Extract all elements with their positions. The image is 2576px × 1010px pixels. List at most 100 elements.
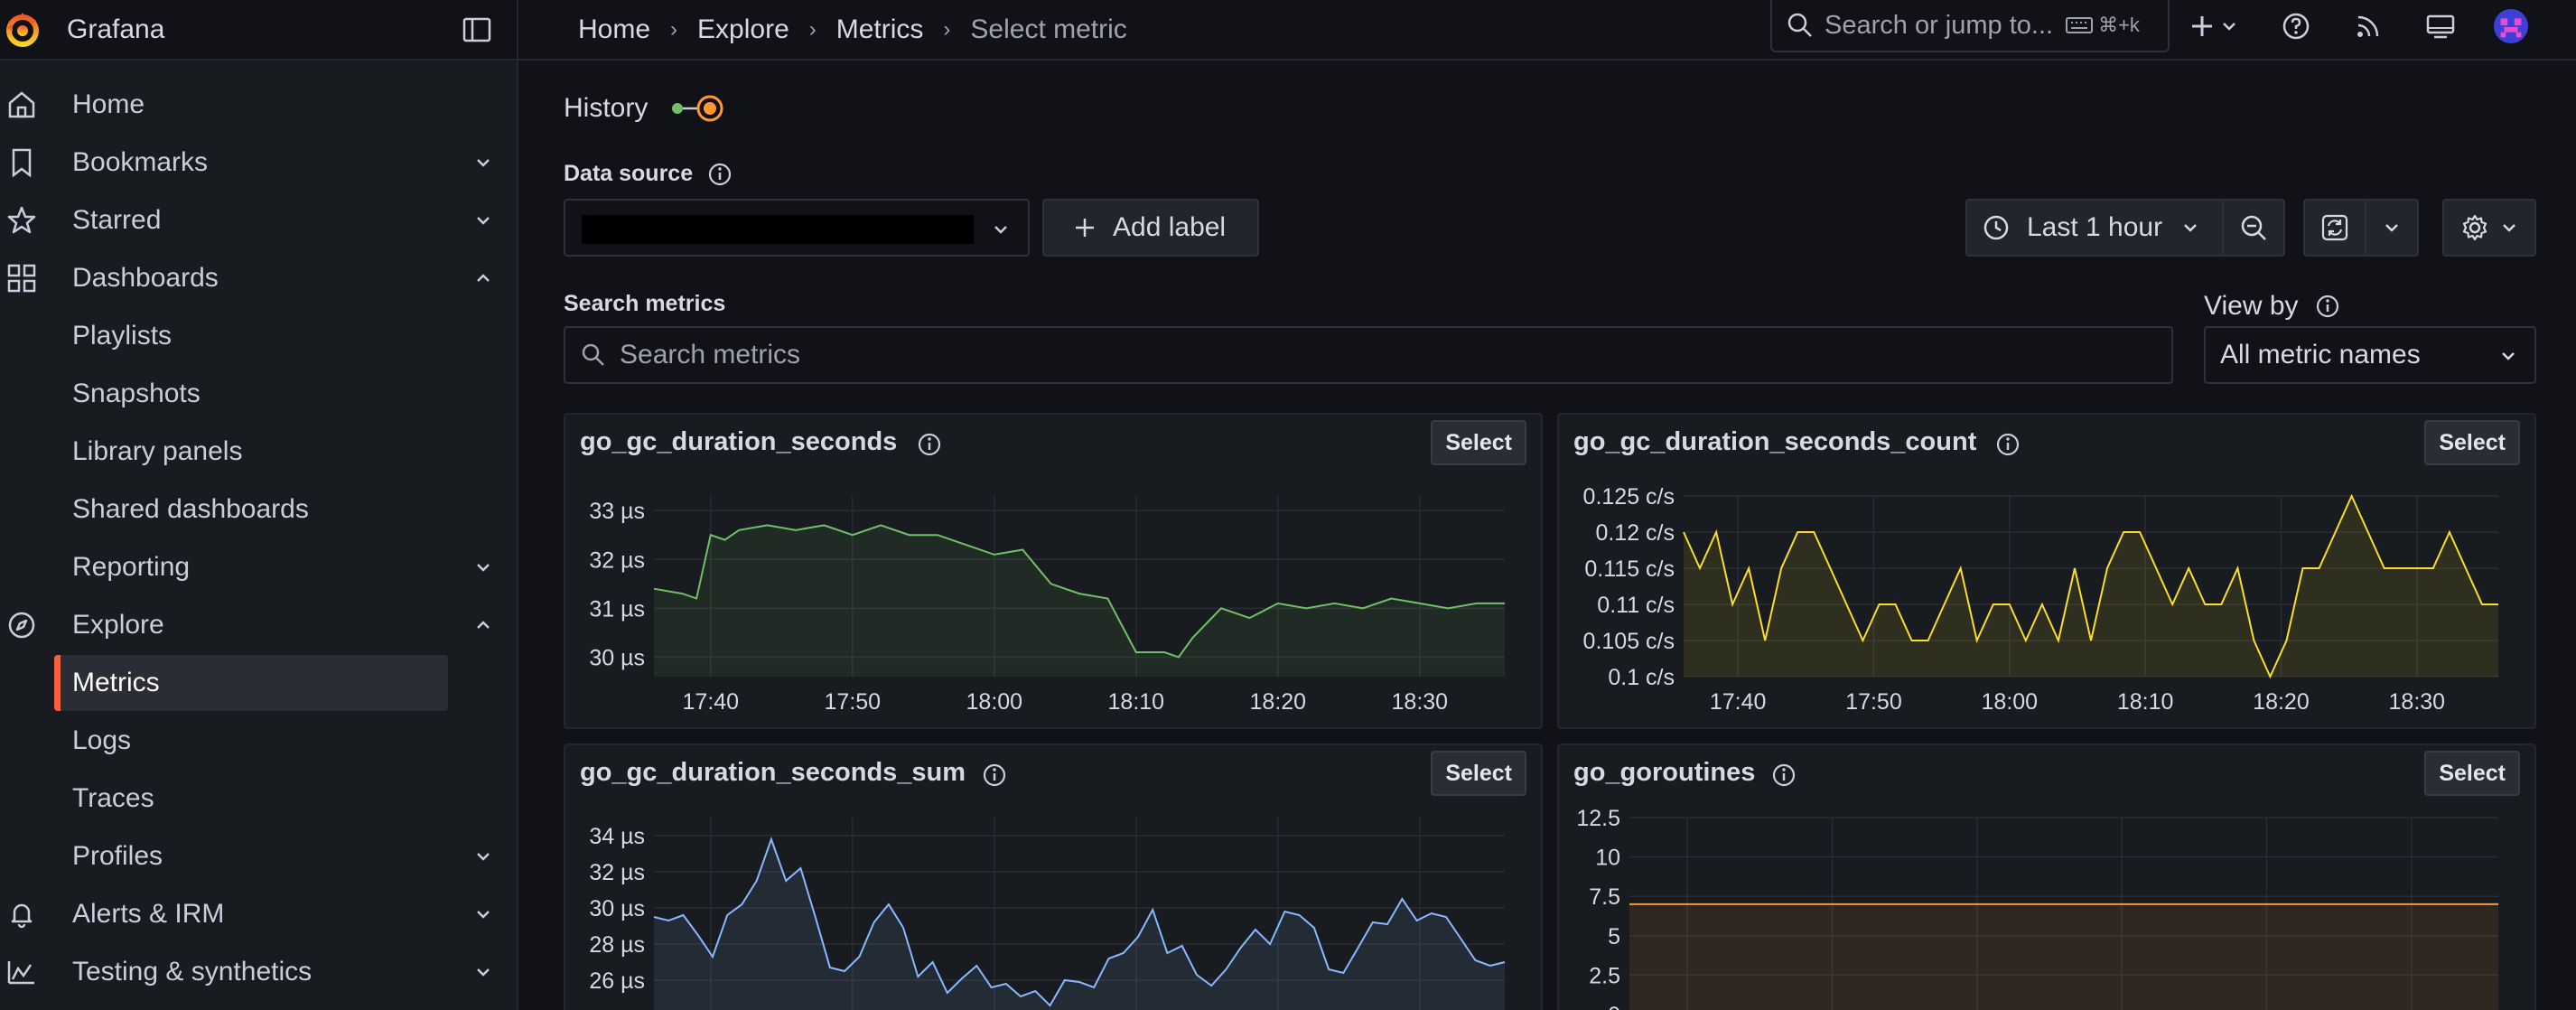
global-search-placeholder: Search or jump to... (1825, 10, 2054, 40)
time-range-label: Last 1 hour (2027, 212, 2163, 242)
refresh-interval-dropdown[interactable] (2365, 199, 2419, 257)
panel-title: go_gc_duration_seconds_sum (580, 758, 966, 787)
dock-menu-icon[interactable] (459, 12, 495, 48)
series-line (653, 524, 1505, 659)
select-metric-button[interactable]: Select (1431, 420, 1526, 465)
chevron-down-icon[interactable] (470, 959, 497, 986)
view-by-label: View by (2204, 291, 2299, 321)
add-label-button[interactable]: Add label (1042, 199, 1259, 257)
x-tick-label: 18:00 (1982, 689, 2039, 715)
sidebar-item-starred[interactable]: Starred (0, 192, 518, 248)
sidebar-item-metrics[interactable]: Metrics (54, 655, 448, 711)
chevron-down-icon[interactable] (470, 901, 497, 928)
chevron-down-icon (2184, 224, 2197, 232)
sidebar-item-label: Logs (72, 725, 132, 755)
data-source-select[interactable] (564, 199, 1030, 257)
sidebar-item-explore[interactable]: Explore (0, 597, 518, 653)
info-icon[interactable] (981, 762, 1008, 789)
kiosk-button[interactable] (2422, 8, 2459, 44)
chevron-down-icon[interactable] (470, 207, 497, 234)
panel-title: go_gc_duration_seconds (580, 427, 898, 456)
chart-gc-duration-sum: 34 µs 32 µs 30 µs 28 µs 26 µs (589, 818, 1506, 1010)
sidebar-item-label: Alerts & IRM (72, 899, 225, 929)
chevron-up-icon[interactable] (470, 612, 497, 639)
chevron-up-icon[interactable] (470, 265, 497, 292)
x-tick-label: 18:10 (1108, 689, 1165, 715)
view-by-select[interactable]: All metric names (2204, 326, 2536, 384)
y-tick-label: 0.125 c/s (1583, 484, 1675, 510)
y-tick-label: 0.11 c/s (1597, 593, 1675, 618)
global-search[interactable]: Search or jump to... ⌘+k (1770, 0, 2170, 52)
avatar-icon (2493, 8, 2529, 44)
data-source-label: Data source (564, 161, 694, 186)
sidebar-item-reporting[interactable]: Reporting (0, 539, 518, 595)
keyboard-icon (2066, 17, 2094, 33)
add-new-button[interactable] (2186, 8, 2251, 44)
sidebar-item-logs[interactable]: Logs (0, 713, 518, 769)
info-icon[interactable] (706, 161, 733, 188)
sidebar-item-label: Starred (72, 205, 162, 235)
view-by-value: All metric names (2220, 340, 2421, 369)
y-tick-label: 0.105 c/s (1583, 629, 1675, 654)
history-toggle[interactable] (667, 91, 730, 126)
search-metrics-input[interactable]: Search metrics (564, 326, 2173, 384)
grafana-logo[interactable] (2, 9, 43, 51)
sidebar-item-playlists[interactable]: Playlists (0, 308, 518, 364)
info-icon[interactable] (1770, 762, 1797, 789)
top-bar: Grafana Home › Explore › Metrics › Selec… (0, 0, 2576, 61)
chevron-down-icon (994, 226, 1007, 234)
info-icon[interactable] (2314, 293, 2341, 320)
sidebar-item-label: Shared dashboards (72, 494, 309, 524)
breadcrumb-explore[interactable]: Explore (697, 14, 789, 44)
select-metric-button[interactable]: Select (2424, 420, 2520, 465)
sidebar-item-alerts-irm[interactable]: Alerts & IRM (0, 886, 518, 942)
clock-icon (1983, 215, 2009, 240)
series-area (1629, 903, 2498, 1010)
select-metric-button[interactable]: Select (1431, 751, 1526, 796)
settings-button[interactable] (2442, 199, 2536, 257)
sidebar-item-traces[interactable]: Traces (0, 771, 518, 827)
y-tick-label: 0.1 c/s (1608, 665, 1675, 690)
chevron-down-icon[interactable] (470, 554, 497, 581)
y-tick-label: 31 µs (589, 596, 645, 622)
chevron-down-icon[interactable] (470, 843, 497, 870)
info-icon[interactable] (916, 431, 943, 458)
sidebar-item-library-panels[interactable]: Library panels (0, 424, 518, 480)
sidebar-item-dashboards[interactable]: Dashboards (0, 250, 518, 306)
series-area (1684, 496, 2498, 677)
series-line (1683, 493, 2498, 679)
bookmark-icon (12, 148, 32, 178)
breadcrumb-current: Select metric (970, 14, 1127, 44)
star-icon (7, 206, 36, 234)
info-icon[interactable] (1994, 431, 2021, 458)
time-range-picker[interactable]: Last 1 hour (1965, 199, 2224, 257)
sidebar-item-label: Bookmarks (72, 147, 209, 177)
breadcrumb-home[interactable]: Home (578, 14, 651, 44)
user-avatar[interactable] (2493, 8, 2529, 44)
compass-icon (8, 612, 35, 639)
sidebar-item-label: Explore (72, 610, 164, 640)
y-tick-label: 34 µs (589, 824, 645, 849)
keyboard-shortcut: ⌘+k (2066, 14, 2140, 37)
help-button[interactable] (2278, 8, 2314, 44)
sidebar-item-shared-dashboards[interactable]: Shared dashboards (0, 482, 518, 538)
search-icon (1787, 13, 1812, 37)
chevron-down-icon (2502, 352, 2515, 360)
sidebar-item-testing-synthetics[interactable]: Testing & synthetics (0, 944, 518, 1000)
sidebar-item-profiles[interactable]: Profiles (0, 828, 518, 884)
sidebar-item-bookmarks[interactable]: Bookmarks (0, 135, 518, 191)
search-metrics-label: Search metrics (564, 291, 726, 316)
zoom-out-button[interactable] (2222, 199, 2285, 257)
chevron-down-icon (2385, 224, 2398, 232)
breadcrumb-metrics[interactable]: Metrics (835, 14, 924, 44)
news-button[interactable] (2350, 8, 2386, 44)
refresh-button[interactable] (2303, 199, 2366, 257)
sidebar-item-home[interactable]: Home (0, 77, 518, 133)
chevron-right-icon: › (943, 16, 951, 42)
y-tick-label: 26 µs (589, 968, 645, 994)
chevron-down-icon[interactable] (470, 149, 497, 176)
y-tick-label: 7.5 (1589, 884, 1620, 910)
metric-panel-goroutines: go_goroutines Select 12.5 10 7.5 5 2.5 0 (1557, 743, 2536, 1010)
select-metric-button[interactable]: Select (2424, 751, 2520, 796)
sidebar-item-snapshots[interactable]: Snapshots (0, 366, 518, 422)
